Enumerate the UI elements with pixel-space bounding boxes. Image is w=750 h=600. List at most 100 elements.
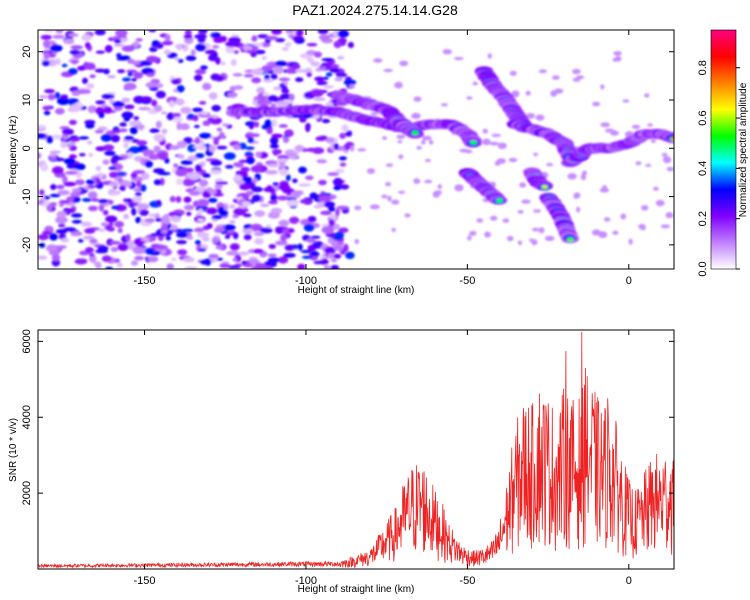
noise-blob (239, 183, 252, 191)
noise-blob (78, 238, 84, 243)
noise-blob (354, 239, 360, 244)
noise-blob (306, 43, 318, 47)
noise-blob (329, 194, 337, 199)
noise-blob (253, 121, 260, 128)
noise-blob (117, 227, 123, 234)
noise-blob (208, 144, 216, 153)
noise-blob (297, 263, 306, 269)
noise-blob (153, 179, 162, 186)
noise-blob (517, 210, 524, 214)
noise-blob (278, 219, 290, 227)
noise-blob (215, 245, 225, 250)
noise-blob (614, 56, 622, 62)
noise-blob (275, 240, 288, 246)
noise-blob (63, 181, 77, 187)
noise-blob (46, 135, 54, 144)
noise-blob (315, 67, 323, 72)
noise-blob (321, 58, 335, 62)
noise-blob (98, 204, 105, 212)
noise-blob (311, 251, 319, 255)
noise-blob (323, 85, 334, 89)
ridge-blob (411, 130, 420, 136)
noise-blob (198, 208, 204, 215)
noise-blob (506, 235, 514, 242)
noise-blob (208, 92, 218, 100)
noise-blob (199, 112, 209, 116)
noise-blob (95, 165, 102, 172)
noise-blob (136, 180, 142, 188)
noise-blob (600, 84, 605, 90)
noise-blob (665, 212, 674, 219)
noise-blob (382, 136, 388, 140)
noise-blob (124, 135, 134, 141)
noise-blob (134, 192, 142, 197)
noise-blob (125, 233, 131, 242)
noise-blob (397, 140, 403, 144)
noise-blob (219, 131, 225, 139)
noise-blob (233, 207, 246, 216)
noise-blob (86, 83, 95, 89)
noise-blob (196, 199, 210, 207)
noise-blob (60, 94, 69, 99)
figure-title: PAZ1.2024.275.14.14.G28 (292, 2, 458, 18)
noise-blob (254, 263, 267, 269)
noise-blob (220, 61, 226, 66)
noise-blob (199, 101, 207, 105)
noise-blob (286, 199, 300, 207)
noise-blob (214, 227, 226, 233)
noise-blob (56, 97, 70, 106)
noise-blob (162, 40, 174, 46)
noise-blob (144, 218, 156, 223)
noise-blob (328, 206, 336, 212)
noise-blob (370, 112, 379, 116)
noise-blob (295, 69, 308, 73)
noise-blob (56, 210, 67, 218)
noise-blob (70, 213, 83, 218)
noise-blob (55, 216, 68, 224)
noise-blob (52, 134, 62, 140)
noise-blob (339, 162, 347, 167)
noise-blob (278, 184, 291, 191)
noise-blob (280, 233, 287, 242)
noise-blob (133, 71, 144, 79)
noise-blob (298, 183, 311, 187)
noise-blob (101, 222, 108, 227)
noise-blob (325, 137, 335, 144)
noise-blob (286, 152, 297, 157)
noise-blob (317, 30, 329, 35)
noise-blob (251, 35, 257, 42)
x-tick-label: -50 (459, 275, 475, 287)
noise-blob (68, 33, 79, 37)
noise-blob (63, 38, 75, 45)
noise-blob (84, 228, 96, 234)
noise-blob (194, 227, 205, 233)
noise-blob (43, 110, 51, 116)
noise-blob (124, 104, 135, 110)
noise-blob (314, 76, 325, 82)
noise-blob (373, 58, 383, 63)
noise-blob (85, 247, 94, 254)
noise-blob (223, 152, 236, 160)
noise-blob (42, 230, 52, 235)
noise-blob (330, 64, 340, 69)
noise-blob (62, 128, 74, 135)
x-tick-label: -150 (134, 575, 156, 587)
noise-blob (119, 128, 128, 133)
noise-blob (295, 30, 304, 37)
noise-blob (44, 89, 55, 94)
noise-blob (237, 251, 250, 256)
noise-blob (164, 34, 171, 42)
noise-blob (243, 194, 249, 199)
noise-blob (666, 166, 674, 172)
noise-blob (201, 236, 210, 242)
noise-blob (337, 55, 345, 60)
noise-blob (329, 68, 341, 73)
noise-blob (119, 185, 126, 192)
noise-blob (313, 51, 322, 58)
noise-blob (206, 187, 213, 192)
noise-blob (267, 95, 278, 102)
noise-blob (341, 124, 349, 132)
noise-blob (254, 210, 266, 217)
noise-blob (141, 172, 150, 180)
